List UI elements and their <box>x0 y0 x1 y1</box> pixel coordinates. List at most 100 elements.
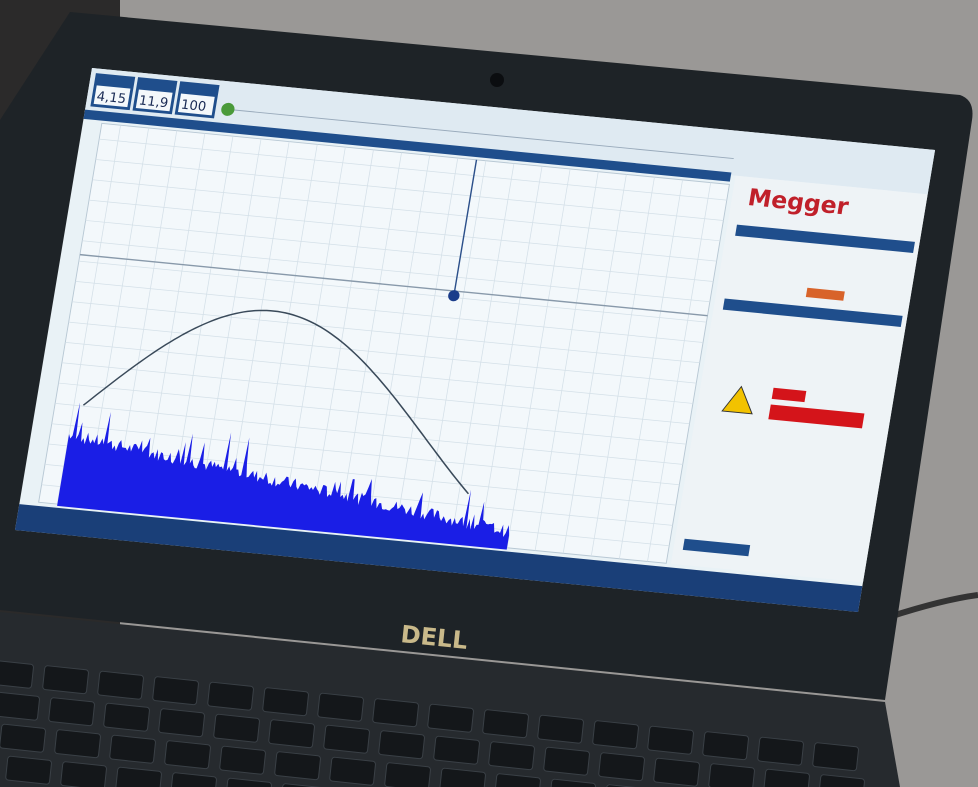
side-panel <box>670 175 928 583</box>
grid-line <box>65 342 693 404</box>
key <box>274 751 321 781</box>
key <box>152 676 199 706</box>
key <box>757 736 804 766</box>
grid-line <box>562 174 627 554</box>
laptop-logo: DELL <box>399 620 468 655</box>
grid-line <box>450 163 515 543</box>
grid-line <box>141 133 206 513</box>
key <box>0 723 46 753</box>
key <box>537 714 584 744</box>
grid-line <box>394 157 459 537</box>
grid-line <box>58 382 687 445</box>
key <box>708 763 755 787</box>
key <box>97 670 144 700</box>
grid-line <box>338 152 402 532</box>
grid-line <box>99 138 727 201</box>
grid-line <box>61 362 690 425</box>
key <box>268 719 315 749</box>
grid-line <box>51 423 680 486</box>
screen: 4,15 11,9 100 Megger <box>15 68 936 612</box>
webcam <box>490 73 504 87</box>
key <box>103 702 150 732</box>
key <box>225 777 272 787</box>
grid-line <box>85 220 714 282</box>
status-dot <box>221 102 235 116</box>
readout-value: 100 <box>180 98 207 115</box>
key <box>280 783 327 787</box>
toolbar <box>84 68 936 195</box>
key <box>653 757 700 787</box>
key <box>543 746 590 776</box>
marker <box>448 290 460 302</box>
grid-line <box>95 159 724 221</box>
taskbar <box>15 504 863 612</box>
grid-line <box>506 168 571 548</box>
grid-line <box>75 281 704 343</box>
grid-line <box>590 177 655 557</box>
grid-line <box>88 199 717 262</box>
panel-header <box>722 298 903 327</box>
key <box>0 691 40 721</box>
key <box>5 755 52 785</box>
key <box>378 730 425 760</box>
warning-icon <box>721 385 753 415</box>
key <box>54 729 101 759</box>
key <box>647 725 694 755</box>
grid-line <box>225 141 290 521</box>
pd-noise <box>57 402 510 550</box>
grid-line <box>647 182 712 562</box>
key <box>164 740 211 770</box>
grid-line <box>82 240 710 303</box>
red-button[interactable] <box>768 404 865 429</box>
key <box>598 752 645 782</box>
grid-line <box>422 160 487 540</box>
readout-field <box>135 89 173 112</box>
key <box>427 703 474 733</box>
key <box>317 692 364 722</box>
key <box>219 745 266 775</box>
orange-button[interactable] <box>805 287 845 301</box>
grid-line <box>68 321 697 384</box>
key <box>60 761 107 787</box>
key <box>439 767 486 787</box>
key <box>0 659 34 689</box>
grid-line <box>619 179 683 559</box>
key <box>213 713 260 743</box>
key <box>592 720 639 750</box>
key <box>549 778 596 787</box>
key <box>702 731 749 761</box>
grid-line <box>113 130 178 510</box>
key <box>812 742 859 772</box>
key <box>109 734 156 764</box>
key <box>763 768 810 787</box>
key <box>42 665 89 695</box>
readout-value: 11,9 <box>138 94 170 112</box>
key <box>115 766 162 787</box>
plot-divider <box>79 253 708 317</box>
key <box>372 698 419 728</box>
grid-line <box>78 260 707 323</box>
key <box>323 724 370 754</box>
panel-button[interactable] <box>682 538 751 557</box>
plot-header <box>83 109 732 182</box>
grid-line <box>92 179 721 242</box>
grid-line <box>281 147 346 526</box>
grid-line <box>55 403 683 465</box>
grid-line <box>478 166 543 546</box>
readout-field <box>177 93 215 116</box>
key <box>48 697 95 727</box>
key <box>384 762 431 787</box>
readout-value: 4,15 <box>95 90 127 108</box>
grid-line <box>366 155 431 535</box>
grid-line <box>253 144 318 524</box>
cursor-line <box>452 159 478 301</box>
progress-line <box>227 108 734 160</box>
key <box>482 709 529 739</box>
key <box>488 741 535 771</box>
key <box>818 774 865 787</box>
grid-line <box>534 171 599 551</box>
red-button[interactable] <box>771 387 807 403</box>
key <box>158 708 205 738</box>
key <box>207 681 254 711</box>
